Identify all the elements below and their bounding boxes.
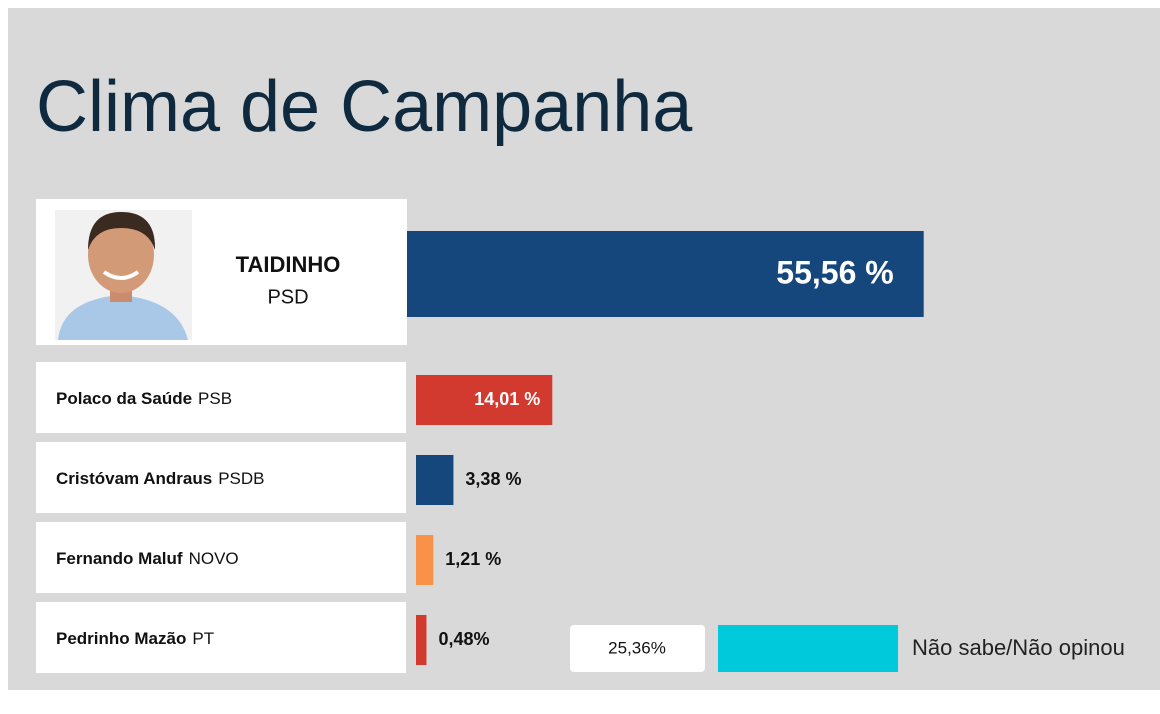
- bar: [416, 455, 454, 505]
- undecided-value: 25,36%: [608, 638, 666, 657]
- candidate-card: [36, 522, 406, 593]
- candidate-label: Pedrinho Mazão PT: [56, 629, 214, 648]
- candidate-card: [36, 362, 406, 433]
- undecided-label: Não sabe/Não opinou: [912, 635, 1125, 660]
- candidate-name: Polaco da Saúde: [56, 389, 192, 408]
- candidate-name: Pedrinho Mazão: [56, 629, 186, 648]
- value-label: 1,21 %: [445, 549, 501, 569]
- value-label: 55,56 %: [776, 254, 893, 290]
- candidate-party: NOVO: [189, 549, 239, 568]
- candidate-name: Fernando Maluf: [56, 549, 183, 568]
- bar: [416, 535, 434, 585]
- candidate-party: PSD: [267, 286, 308, 308]
- candidate-photo: [55, 210, 192, 340]
- bar: [416, 375, 553, 425]
- undecided-box: [570, 625, 705, 672]
- chart-title: Clima de Campanha: [36, 67, 693, 147]
- candidate-party: PT: [192, 629, 214, 648]
- candidate-label: Polaco da Saúde PSB: [56, 389, 232, 408]
- candidate-card: [36, 442, 406, 513]
- candidate-party: PSDB: [218, 469, 264, 488]
- candidate-name: TAIDINHO: [236, 252, 341, 277]
- value-label: 0,48%: [438, 629, 489, 649]
- candidate-card: [36, 602, 406, 673]
- undecided-bar: [718, 625, 899, 672]
- bar: [407, 231, 924, 317]
- value-label: 14,01 %: [474, 389, 540, 409]
- bar: [416, 615, 427, 665]
- candidate-party: PSB: [198, 389, 232, 408]
- candidate-label: Fernando Maluf NOVO: [56, 549, 239, 568]
- candidate-name: Cristóvam Andraus: [56, 469, 212, 488]
- candidate-label: Cristóvam Andraus PSDB: [56, 469, 264, 488]
- value-label: 3,38 %: [465, 469, 521, 489]
